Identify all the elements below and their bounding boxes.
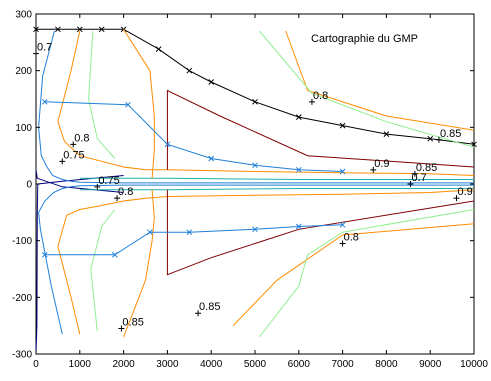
series-19-point-6 [339,168,346,175]
contour-label-12: 0.85 [199,301,220,313]
series-20-point-5 [295,223,302,230]
x-tick-label-1: 1000 [69,359,92,370]
series-line-4 [38,184,474,335]
series-20-point-6 [339,221,346,228]
series-0-point-2 [76,26,83,33]
contour-label-6: 0.85 [440,128,461,140]
contour-label-5: 0.8 [313,90,328,102]
contour-label-marker-6 [435,136,442,143]
contour-label-marker-4 [114,195,121,202]
contour-label-8: 0.85 [416,162,437,174]
series-0-point-7 [208,79,215,85]
series-19-point-4 [252,162,258,169]
x-tick-label-9: 9000 [419,359,442,370]
contour-label-marker-7 [370,166,377,173]
series-group [33,26,477,355]
contour-label-marker-0 [33,50,39,57]
contour-label-1: 0.8 [74,132,89,144]
series-line-15 [285,30,475,131]
contour-label-10: 0.9 [457,186,472,198]
series-0-point-6 [186,67,193,74]
series-0-point-13 [471,141,477,148]
series-line-12 [123,189,155,338]
series-19-point-3 [208,155,215,162]
series-line-8 [57,189,475,335]
annotations-group: 0.70.80.750.750.80.80.850.9 0.850.70.90.8… [33,42,473,332]
series-0-point-8 [252,98,258,105]
y-tick-label-1: -200 [12,293,32,304]
series-20-point-2 [147,229,153,236]
contour-label-marker-10 [453,195,460,202]
series-0-point-0 [33,26,39,33]
series-line-17 [259,30,475,148]
series-line-0 [36,28,475,145]
y-tick-label-6: 300 [15,10,32,21]
contour-label-marker-11 [339,240,346,247]
series-0-point-12 [427,135,434,142]
series-20-point-3 [186,229,193,236]
series-20-point-1 [111,251,118,258]
x-tick-label-6: 6000 [288,359,311,370]
contour-label-marker-3 [94,183,101,190]
contour-label-marker-1 [70,141,77,148]
series-line-6 [79,188,474,191]
series-20-point-4 [252,226,258,233]
x-tick-label-2: 2000 [112,359,135,370]
contour-label-3: 0.75 [98,175,119,187]
chart-title: Cartographie du GMP [311,33,418,45]
contour-label-marker-9 [407,181,414,187]
series-0-point-10 [339,122,346,129]
y-tick-label-3: 0 [26,180,32,191]
contour-label-marker-12 [195,310,202,317]
contour-label-0: 0.7 [37,42,52,54]
contour-label-9: 0.7 [411,172,426,184]
contour-label-marker-2 [59,158,66,165]
axes-group: 0 1000 2000 3000 4000 5000 6000 7000 8000 9000 100… [12,10,488,371]
series-19-point-2 [164,141,171,148]
contour-label-2: 0.75 [63,149,84,161]
series-0-point-1 [55,26,61,33]
x-tick-label-8: 8000 [375,359,398,370]
y-tick-label-4: 100 [15,123,32,134]
series-line-5 [79,177,474,180]
series-19-point-0 [41,98,48,105]
series-0-point-5 [155,46,162,52]
x-tick-label-10: 10000 [460,359,488,370]
series-0-point-9 [295,114,302,120]
series-0-point-3 [98,26,105,33]
series-line-1 [35,175,124,355]
x-tick-label-5: 5000 [244,359,267,370]
x-tick-label-7: 7000 [331,359,354,370]
series-0-point-11 [383,131,390,137]
contour-label-4: 0.8 [118,186,133,198]
contour-label-marker-13 [118,325,125,332]
contour-label-marker-5 [308,98,315,105]
contour-label-marker-8 [411,170,418,177]
series-line-7 [57,30,475,176]
y-tick-label-0: -300 [12,350,32,361]
y-tick-label-5: 200 [15,66,32,77]
series-line-9 [88,30,116,159]
series-19-point-5 [295,166,302,173]
x-tick-label-4: 4000 [200,359,223,370]
x-tick-label-3: 3000 [156,359,179,370]
x-tick-label-0: 0 [33,359,39,370]
series-line-10 [90,209,116,332]
series-line-11 [123,29,155,179]
series-20-point-0 [41,251,48,258]
plot-area [35,13,475,355]
series-line-14 [166,189,475,276]
series-19-point-1 [125,101,131,108]
contour-label-7: 0.9 [374,158,389,170]
series-line-13 [166,89,475,170]
series-line-16 [232,223,475,327]
contour-label-13: 0.85 [122,317,143,329]
series-line-18 [259,209,475,338]
y-tick-label-2: -100 [12,236,32,247]
contour-label-11: 0.8 [344,232,359,244]
